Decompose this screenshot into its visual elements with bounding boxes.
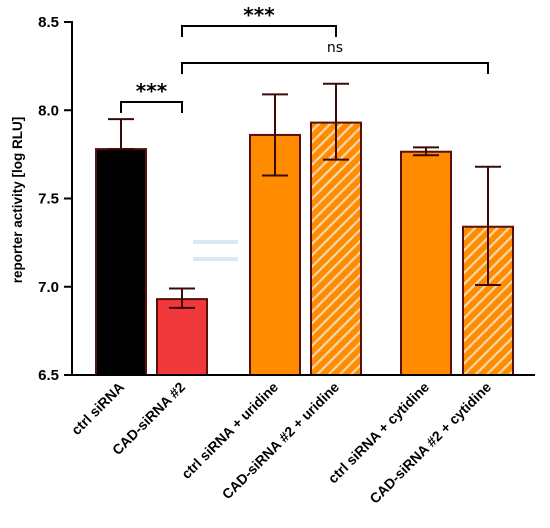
- bar-artifact: [193, 240, 238, 261]
- significance-brackets: *** *** ns: [120, 3, 489, 113]
- bars: [95, 121, 514, 377]
- axes: [71, 21, 535, 376]
- error-bars: [108, 82, 501, 309]
- significance-label: ns: [327, 40, 343, 56]
- y-tick-label: 6.5: [38, 367, 59, 384]
- significance-bracket: [120, 101, 183, 113]
- significance-label: ***: [243, 3, 275, 27]
- bar: [95, 148, 147, 376]
- y-tick-label: 8.5: [38, 14, 59, 31]
- significance-bracket: [181, 62, 489, 74]
- category-label: CAD-siRNA #2 + uridine: [219, 379, 343, 503]
- y-axis-label: reporter activity [log RLU]: [10, 117, 25, 284]
- category-label: ctrl siRNA + cytidine: [325, 379, 433, 487]
- bar: [156, 298, 208, 377]
- y-tick-label: 7.5: [38, 191, 59, 208]
- significance-bracket: [181, 25, 337, 37]
- category-label: ctrl siRNA: [68, 379, 127, 438]
- significance-label: ***: [136, 79, 168, 103]
- y-tick-label: 8.0: [38, 102, 59, 119]
- category-label: CAD-siRNA #2 + cytidine: [366, 379, 494, 507]
- bar: [400, 150, 452, 376]
- y-axis: 6.5 7.0 7.5 8.0 8.5: [38, 14, 72, 384]
- y-tick-label: 7.0: [38, 279, 59, 296]
